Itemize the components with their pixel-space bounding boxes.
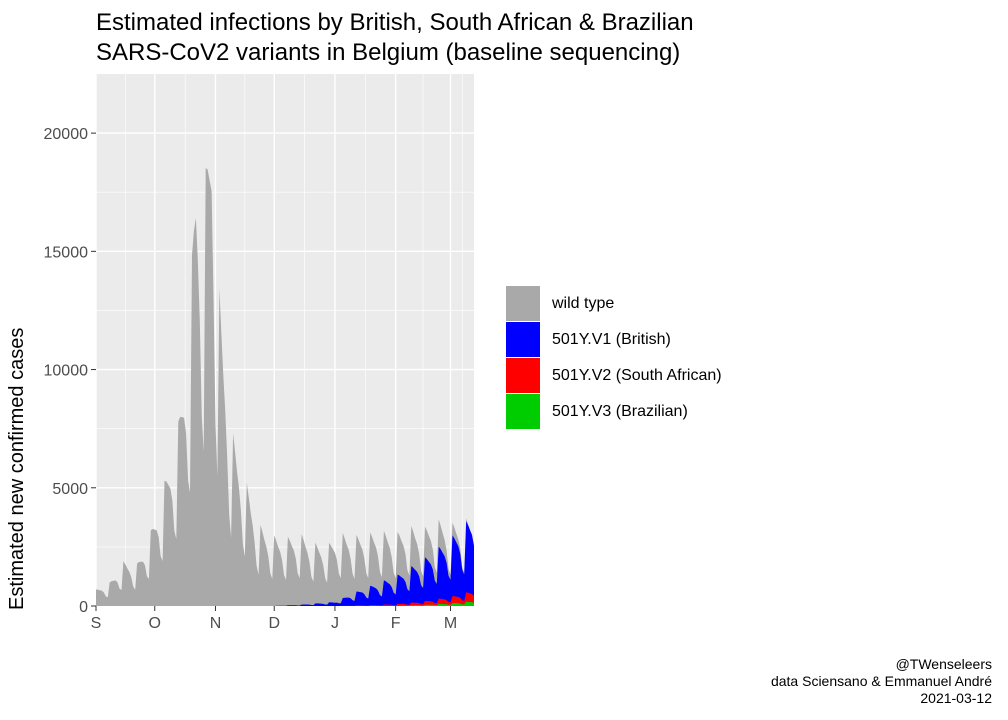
grid-lines bbox=[95, 74, 474, 607]
credits: @TWenseleers data Sciensano & Emmanuel A… bbox=[771, 656, 992, 707]
x-tick-label: D bbox=[268, 615, 280, 632]
legend-label-brazilian: 501Y.V3 (Brazilian) bbox=[552, 402, 688, 420]
x-tick-label: M bbox=[444, 615, 457, 632]
y-tick-label: 20000 bbox=[44, 126, 89, 143]
x-tick-label: N bbox=[210, 615, 222, 632]
x-tick-label: F bbox=[391, 615, 401, 632]
legend-label-wild-type: wild type bbox=[552, 294, 615, 312]
data-areas bbox=[96, 168, 474, 606]
legend-swatch-south-african bbox=[506, 358, 540, 393]
area-south-african bbox=[96, 592, 474, 606]
legend-swatch-british bbox=[506, 322, 540, 357]
x-tick-label: O bbox=[149, 615, 161, 632]
axes: 0 5000 10000 15000 20000 S O N D J F M bbox=[44, 126, 458, 632]
x-tick-label: J bbox=[331, 615, 339, 632]
chart-title: Estimated infections by British, South A… bbox=[96, 8, 694, 68]
legend-label-south-african: 501Y.V2 (South African) bbox=[552, 366, 722, 384]
legend-item-south-african: 501Y.V2 (South African) bbox=[506, 358, 722, 393]
legend-swatch-brazilian bbox=[506, 394, 540, 429]
y-tick-label: 0 bbox=[79, 599, 88, 616]
y-tick-label: 5000 bbox=[52, 481, 88, 498]
plot-panel bbox=[96, 74, 474, 606]
credit-author: @TWenseleers bbox=[895, 656, 992, 672]
y-tick-label: 15000 bbox=[44, 244, 89, 261]
title-line-2: SARS-CoV2 variants in Belgium (baseline … bbox=[96, 39, 681, 66]
legend-swatch-wild-type bbox=[506, 286, 540, 321]
title-line-1: Estimated infections by British, South A… bbox=[96, 9, 694, 36]
area-brazilian bbox=[96, 601, 474, 606]
x-tick-label: S bbox=[91, 615, 102, 632]
legend: wild type 501Y.V1 (British) 501Y.V2 (Sou… bbox=[506, 286, 722, 430]
legend-item-wild-type: wild type bbox=[506, 286, 722, 321]
legend-item-brazilian: 501Y.V3 (Brazilian) bbox=[506, 394, 722, 429]
area-wild-type bbox=[96, 168, 474, 606]
legend-item-british: 501Y.V1 (British) bbox=[506, 322, 722, 357]
y-tick-label: 10000 bbox=[44, 363, 89, 380]
credit-date: 2021-03-12 bbox=[920, 690, 992, 706]
legend-label-british: 501Y.V1 (British) bbox=[552, 330, 671, 348]
credit-source: data Sciensano & Emmanuel André bbox=[770, 673, 992, 689]
y-axis-label: Estimated new confirmed cases bbox=[6, 327, 28, 610]
area-british bbox=[96, 521, 474, 606]
